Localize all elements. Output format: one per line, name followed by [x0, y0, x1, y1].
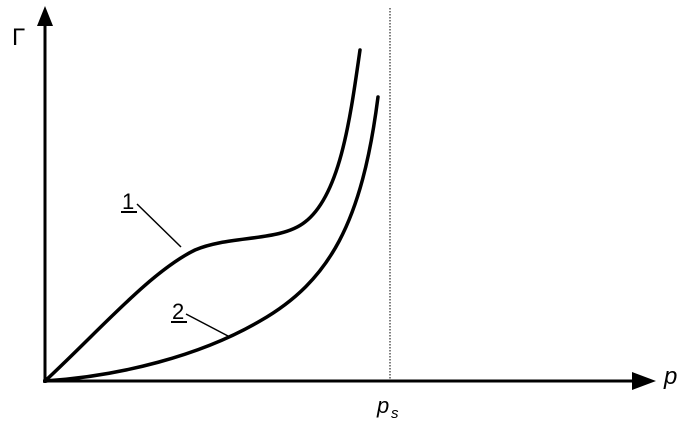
x-axis-label: p [663, 363, 677, 390]
y-axis-label: Γ [12, 24, 25, 51]
leader-line [136, 203, 182, 248]
leader-line [185, 313, 229, 337]
curve-label: 1 [122, 189, 134, 214]
marker-label: p [376, 393, 389, 418]
marker-subscript: s [391, 405, 399, 422]
x-axis-arrow [632, 372, 656, 390]
y-axis-arrow [37, 6, 53, 26]
isotherm-curve [43, 95, 380, 383]
curve-label: 2 [172, 299, 184, 324]
isotherm-curve [43, 48, 362, 383]
